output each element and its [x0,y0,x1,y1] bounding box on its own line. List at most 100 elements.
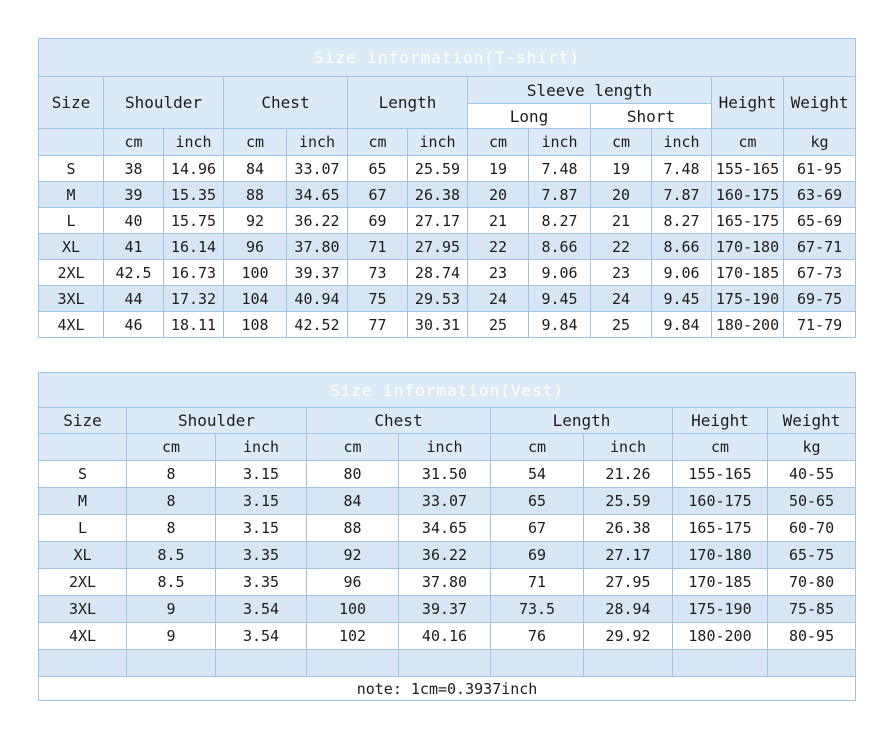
table-cell: 16.14 [163,233,224,260]
unit-cell: inch [407,128,468,156]
table-cell: 104 [223,285,287,312]
table-cell: 37.80 [398,568,491,596]
table-cell: 27.95 [407,233,468,260]
table-cell: 39.37 [398,595,491,623]
vest-size-table: Size information(Vest) Size Shoulder Che… [37,372,857,701]
table-cell: 73 [347,259,408,286]
table-cell: 54 [490,460,584,488]
table-cell: 80-95 [766,622,857,650]
size-label-cell: S [38,460,127,488]
table-cell: 7.87 [528,181,591,208]
table-cell: 36.22 [398,541,491,569]
table-cell: 7.48 [651,155,712,182]
table-cell: 9.84 [651,311,712,338]
size-label-cell: 3XL [38,285,104,312]
unit-cell: inch [528,128,591,156]
table-cell: 44 [103,285,164,312]
table-cell: 17.32 [163,285,224,312]
unit-cell: inch [398,433,491,461]
table-cell [126,649,216,677]
table-cell: 20 [590,181,652,208]
subheader-sleeve-long: Long [467,103,591,129]
column-header-chest: Chest [223,76,348,129]
table-cell: 25.59 [583,487,673,515]
table-cell: 19 [467,155,529,182]
tshirt-unit-row: cm inch cm inch cm inch cm inch cm inch … [38,128,857,156]
size-label-cell: S [38,155,104,182]
table-cell: 27.17 [407,207,468,234]
tshirt-header-row: Size Shoulder Chest Length Sleeve length… [38,76,857,129]
table-cell: 9.06 [528,259,591,286]
table-cell: 3.15 [215,487,307,515]
table-cell: 40 [103,207,164,234]
unit-cell: cm [467,128,529,156]
table-cell: 22 [590,233,652,260]
table-cell [490,649,584,677]
table-cell: 84 [306,487,399,515]
table-row: 3XL 9 3.54 100 39.37 73.5 28.94 175-190 75-85 [38,595,857,623]
table-cell: 108 [223,311,287,338]
table-row: XL 41 16.14 96 37.80 71 27.95 22 8.66 22 8.66 170-1… [38,233,857,260]
table-cell: 8.66 [528,233,591,260]
size-label-cell: L [38,207,104,234]
table-cell: 92 [223,207,287,234]
table-row: 3XL 44 17.32 104 40.94 75 29.53 24 9.45 24 9.45 175… [38,285,857,312]
table-cell: 65 [347,155,408,182]
unit-cell: cm [590,128,652,156]
table-cell: 67 [347,181,408,208]
table-cell: 8 [126,460,216,488]
table-cell: 20 [467,181,529,208]
table-cell: 170-180 [711,233,784,260]
table-cell: 8.27 [528,207,591,234]
table-cell [306,649,399,677]
table-cell: 36.22 [286,207,348,234]
unit-cell: cm [490,433,584,461]
table-row: L 40 15.75 92 36.22 69 27.17 21 8.27 21 8.27 165-17… [38,207,857,234]
note-row: note: 1cm=0.3937inch [37,676,857,701]
table-cell: 65-75 [766,541,857,569]
column-header-height: Height [672,407,768,434]
table-cell [215,649,307,677]
table-cell: 165-175 [672,514,768,542]
column-header-weight: Weight [782,76,857,129]
table-cell: 65-69 [782,207,857,234]
table-cell: 29.53 [407,285,468,312]
unit-cell: inch [583,433,673,461]
column-header-size: Size [38,76,104,129]
column-header-shoulder: Shoulder [103,76,224,129]
table-cell: 96 [306,568,399,596]
table-cell: 22 [467,233,529,260]
table-cell: 67-73 [782,259,857,286]
column-header-height: Height [711,76,784,129]
table-cell: 14.96 [163,155,224,182]
table-cell: 28.74 [407,259,468,286]
table-cell: 71 [490,568,584,596]
table-cell: 102 [306,622,399,650]
table-cell: 21 [590,207,652,234]
table-cell: 92 [306,541,399,569]
table-cell: 9.84 [528,311,591,338]
table-cell: 15.35 [163,181,224,208]
column-header-length: Length [347,76,468,129]
column-header-length: Length [490,407,673,434]
size-label-cell: M [38,487,127,515]
table-cell: 77 [347,311,408,338]
tshirt-table-body: S 38 14.96 84 33.07 65 25.59 19 7.48 19 7.48 155-16… [38,155,857,338]
unit-cell: cm [126,433,216,461]
table-cell [766,649,857,677]
table-cell: 33.07 [398,487,491,515]
unit-cell: cm [103,128,164,156]
table-cell: 19 [590,155,652,182]
vest-header-row: Size Shoulder Chest Length Height Weight [38,407,857,434]
table-cell: 41 [103,233,164,260]
table-row: S 38 14.96 84 33.07 65 25.59 19 7.48 19 7.48 155-16… [38,155,857,182]
column-header-chest: Chest [306,407,491,434]
conversion-note: note: 1cm=0.3937inch [37,676,857,701]
vest-unit-row: cm inch cm inch cm inch cm kg [38,433,857,461]
table-cell: 18.11 [163,311,224,338]
table-cell: 23 [467,259,529,286]
table-cell: 60-70 [766,514,857,542]
table-cell: 67 [490,514,584,542]
table-cell: 27.17 [583,541,673,569]
table-cell: 38 [103,155,164,182]
